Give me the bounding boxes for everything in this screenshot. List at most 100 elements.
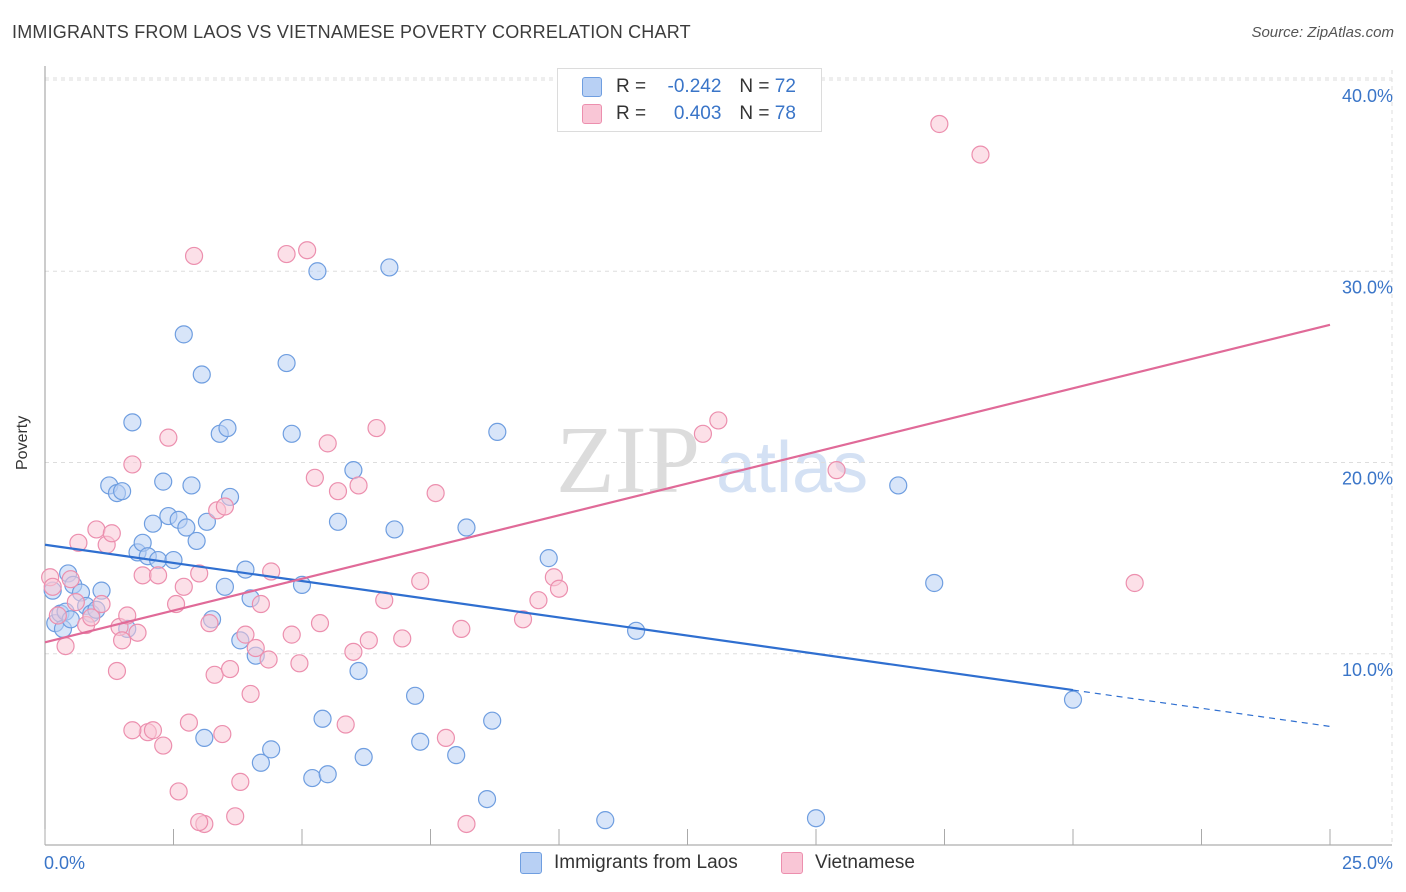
point-vietnamese	[344, 642, 363, 661]
legend-r-label: R =	[616, 103, 647, 124]
point-laos	[385, 520, 404, 539]
legend-swatch-laos	[582, 77, 602, 97]
legend-n-value-laos: 72	[774, 76, 796, 97]
point-laos	[318, 765, 337, 784]
point-vietnamese	[827, 461, 846, 480]
point-vietnamese	[246, 638, 265, 658]
point-vietnamese	[118, 606, 137, 625]
point-vietnamese	[190, 812, 209, 832]
point-laos	[328, 512, 348, 531]
point-vietnamese	[220, 659, 240, 679]
point-laos	[303, 768, 322, 788]
trend-line-vietnamese	[44, 323, 1331, 644]
point-laos	[405, 686, 425, 705]
y-tick-label: 30.0%	[1342, 277, 1393, 297]
point-vietnamese	[107, 661, 127, 681]
point-vietnamese	[123, 455, 142, 474]
point-laos	[154, 472, 173, 491]
point-vietnamese	[87, 520, 106, 539]
series-name-vietnamese: Vietnamese	[815, 852, 915, 873]
legend-r-label: R =	[616, 76, 647, 97]
point-vietnamese	[128, 623, 147, 642]
point-vietnamese	[1125, 573, 1144, 593]
point-laos	[282, 424, 301, 443]
point-vietnamese	[66, 593, 85, 612]
series-legend-laos: Immigrants from Laos	[520, 852, 738, 874]
point-vietnamese	[213, 724, 232, 744]
point-laos	[195, 728, 214, 748]
point-laos	[277, 353, 296, 373]
point-vietnamese	[930, 114, 949, 134]
point-vietnamese	[298, 241, 317, 260]
x-tick-label-max: 25.0%	[1342, 853, 1393, 873]
series-swatch-vietnamese	[781, 852, 803, 874]
point-vietnamese	[92, 594, 111, 614]
point-laos	[177, 518, 196, 537]
point-vietnamese	[69, 533, 88, 552]
point-vietnamese	[215, 497, 234, 516]
point-vietnamese	[318, 434, 337, 453]
point-vietnamese	[102, 524, 121, 543]
series-name-laos: Immigrants from Laos	[554, 852, 738, 873]
point-laos	[457, 518, 476, 537]
point-laos	[488, 422, 507, 441]
point-vietnamese	[133, 566, 152, 585]
legend-row-vietnamese: R = 0.403 N = 78	[582, 101, 796, 127]
point-vietnamese	[82, 608, 101, 627]
point-laos	[143, 514, 163, 533]
point-vietnamese	[226, 807, 245, 826]
y-tick-label: 40.0%	[1342, 86, 1393, 106]
legend-n-value-vietnamese: 78	[774, 103, 796, 124]
point-vietnamese	[393, 629, 412, 648]
point-laos	[164, 550, 183, 570]
point-vietnamese	[48, 606, 67, 625]
point-vietnamese	[452, 619, 471, 638]
point-vietnamese	[436, 728, 456, 748]
watermark-zip: ZIP	[556, 406, 700, 513]
point-laos	[344, 461, 363, 480]
point-vietnamese	[190, 564, 209, 583]
point-vietnamese	[359, 631, 378, 650]
point-laos	[112, 482, 132, 501]
series-legend: Immigrants from Laos Vietnamese	[0, 852, 1406, 878]
point-vietnamese	[61, 570, 80, 589]
point-vietnamese	[277, 244, 296, 264]
legend-n-label: N =	[739, 76, 770, 97]
point-laos	[215, 577, 234, 596]
trend-line-laos-extrapolated	[1072, 689, 1331, 728]
point-vietnamese	[231, 772, 250, 791]
point-laos	[1063, 690, 1083, 709]
point-vietnamese	[200, 614, 219, 633]
point-vietnamese	[148, 566, 168, 585]
point-vietnamese	[693, 424, 713, 443]
point-vietnamese	[457, 814, 476, 834]
point-vietnamese	[305, 468, 324, 487]
legend-swatch-vietnamese	[582, 104, 602, 124]
point-vietnamese	[426, 484, 445, 503]
trend-line-laos	[44, 543, 1074, 692]
point-vietnamese	[123, 721, 142, 740]
point-vietnamese	[159, 428, 178, 447]
point-laos	[182, 476, 201, 495]
point-vietnamese	[282, 625, 301, 644]
legend-n-label: N =	[739, 103, 770, 124]
point-vietnamese	[349, 476, 368, 495]
point-vietnamese	[709, 411, 728, 430]
point-laos	[483, 711, 502, 730]
point-laos	[174, 325, 193, 344]
point-vietnamese	[43, 577, 62, 596]
point-vietnamese	[971, 145, 990, 164]
point-laos	[262, 740, 281, 759]
point-vietnamese	[112, 631, 132, 650]
x-tick-label-min: 0.0%	[44, 853, 85, 873]
point-vietnamese	[205, 665, 224, 684]
point-laos	[123, 413, 142, 432]
point-vietnamese	[529, 591, 548, 610]
point-vietnamese	[336, 715, 355, 734]
point-laos	[313, 709, 332, 728]
legend-row-laos: R = -0.242 N = 72	[582, 74, 796, 100]
point-vietnamese	[56, 636, 75, 656]
point-laos	[806, 809, 826, 828]
point-vietnamese	[549, 579, 569, 598]
